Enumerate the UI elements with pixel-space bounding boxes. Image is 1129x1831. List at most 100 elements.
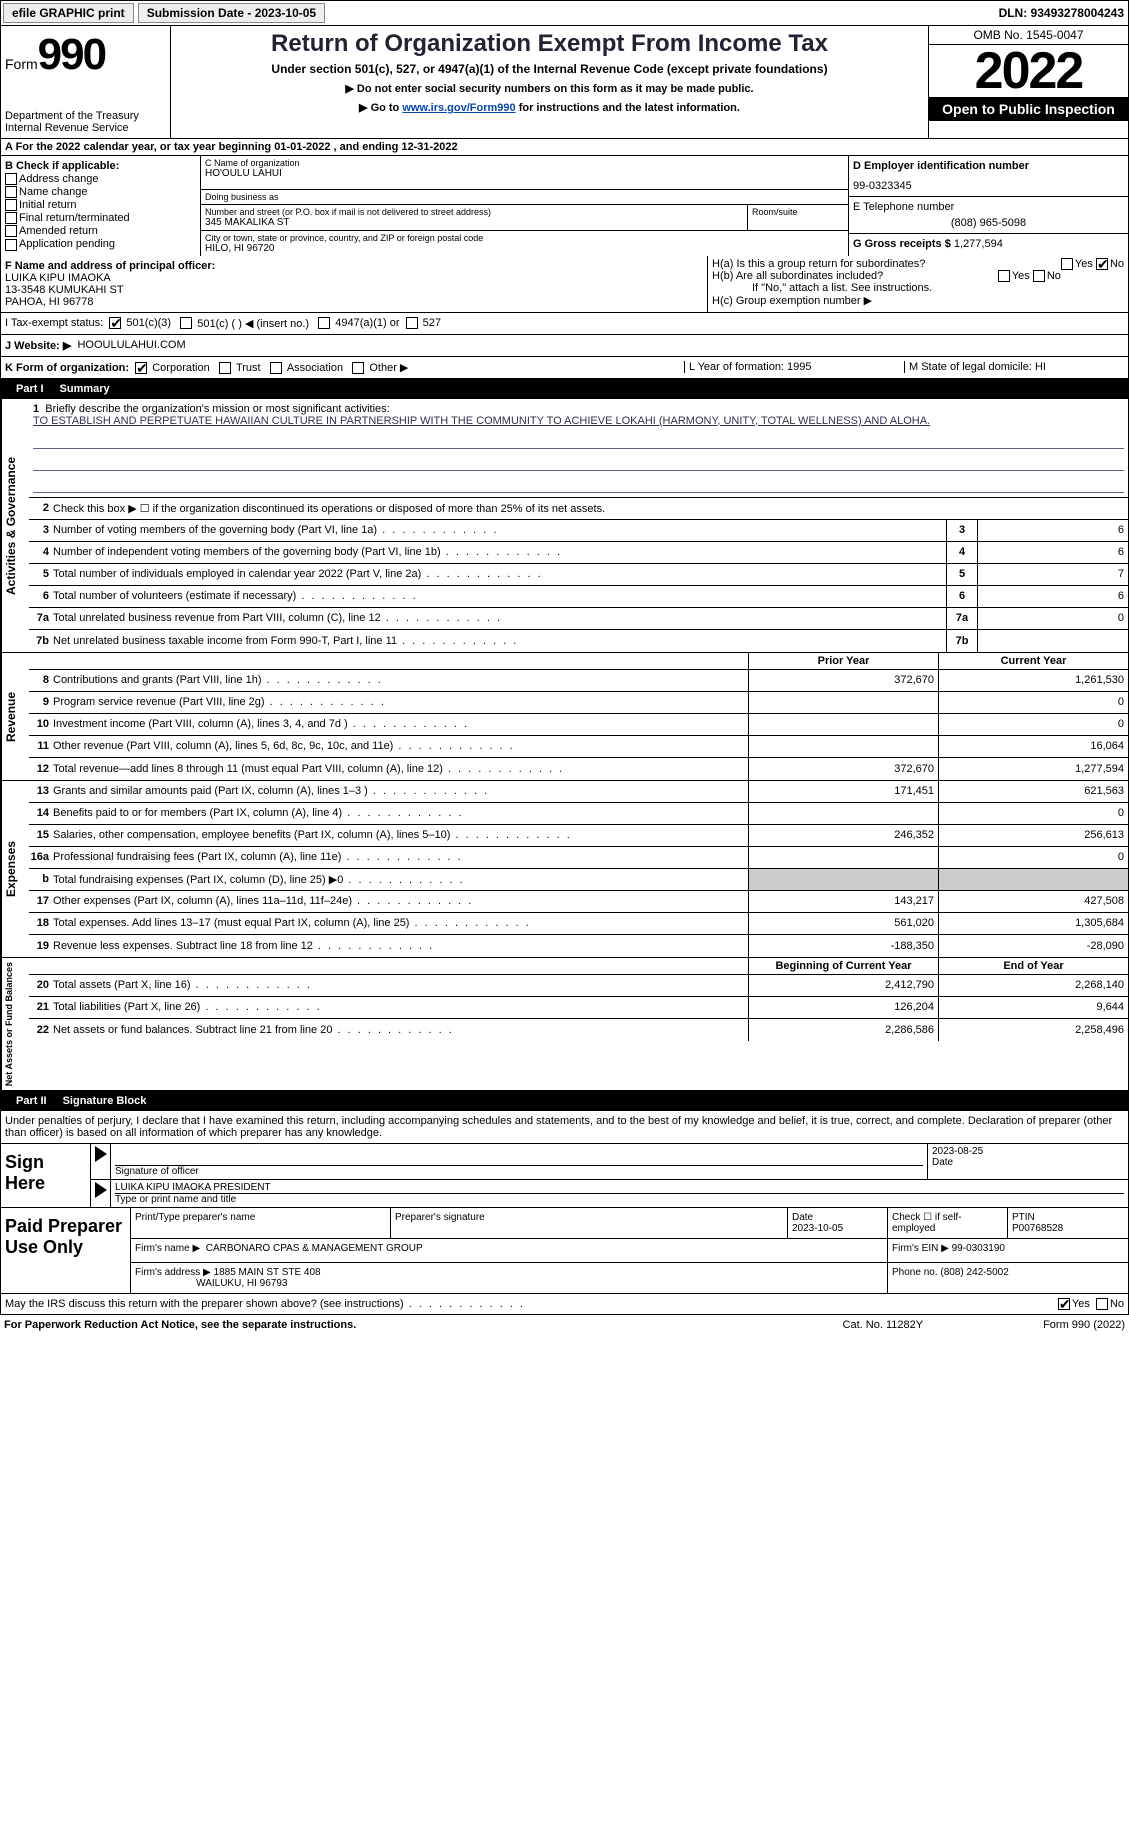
subtitle3: ▶ Go to www.irs.gov/Form990 for instruct…: [179, 101, 920, 114]
row-fgh: F Name and address of principal officer:…: [0, 256, 1129, 313]
summary-row-15: 15Salaries, other compensation, employee…: [29, 825, 1128, 847]
website: HOOULULAHUI.COM: [77, 339, 185, 351]
arrow-icon: [95, 1146, 107, 1162]
dln: DLN: 93493278004243: [999, 6, 1128, 20]
officer-print-name: LUIKA KIPU IMAOKA PRESIDENT: [115, 1182, 1124, 1194]
arrow-icon: [95, 1182, 107, 1198]
chk-app-pending[interactable]: Application pending: [5, 238, 196, 250]
gross-receipts: 1,277,594: [954, 238, 1003, 250]
phone-label: E Telephone number: [853, 201, 1124, 213]
summary-row-3: 3Number of voting members of the governi…: [29, 520, 1128, 542]
mission-text: TO ESTABLISH AND PERPETUATE HAWAIIAN CUL…: [33, 415, 1124, 427]
summary-row-7b: 7bNet unrelated business taxable income …: [29, 630, 1128, 652]
phone: (808) 965-5098: [853, 217, 1124, 229]
firm-name: CARBONARO CPAS & MANAGEMENT GROUP: [206, 1243, 423, 1254]
summary-row-20: 20Total assets (Part X, line 16)2,412,79…: [29, 975, 1128, 997]
vlabel-netassets: Net Assets or Fund Balances: [1, 958, 29, 1090]
part1-header: Part ISummary: [0, 379, 1129, 399]
ptin: P00768528: [1012, 1223, 1063, 1234]
street-label: Number and street (or P.O. box if mail i…: [205, 207, 743, 217]
efile-print-button[interactable]: efile GRAPHIC print: [3, 3, 134, 23]
firm-addr: 1885 MAIN ST STE 408: [214, 1267, 321, 1278]
chk-corp[interactable]: [135, 362, 147, 374]
summary-row-22: 22Net assets or fund balances. Subtract …: [29, 1019, 1128, 1041]
officer-addr1: 13-3548 KUMUKAHI ST: [5, 284, 124, 296]
officer-name: LUIKA KIPU IMAOKA: [5, 272, 111, 284]
vlabel-activities: Activities & Governance: [1, 399, 29, 652]
department: Department of the Treasury Internal Reve…: [5, 110, 166, 134]
perjury-text: Under penalties of perjury, I declare th…: [0, 1111, 1129, 1144]
chk-final-return[interactable]: Final return/terminated: [5, 212, 196, 224]
summary-row-b: bTotal fundraising expenses (Part IX, co…: [29, 869, 1128, 891]
vlabel-revenue: Revenue: [1, 653, 29, 780]
ein-label: D Employer identification number: [853, 160, 1124, 172]
summary-row-16a: 16aProfessional fundraising fees (Part I…: [29, 847, 1128, 869]
city: HILO, HI 96720: [205, 243, 844, 254]
form-header: Form990 Department of the Treasury Inter…: [0, 26, 1129, 139]
firm-ein: 99-0303190: [952, 1243, 1005, 1254]
sig-date: 2023-08-25: [932, 1146, 1124, 1157]
year-formation: L Year of formation: 1995: [684, 361, 904, 373]
chk-amended[interactable]: Amended return: [5, 225, 196, 237]
row-a: A For the 2022 calendar year, or tax yea…: [0, 139, 1129, 156]
state-domicile: M State of legal domicile: HI: [904, 361, 1124, 373]
chk-trust[interactable]: [219, 362, 231, 374]
chk-address-change[interactable]: Address change: [5, 173, 196, 185]
summary-row-19: 19Revenue less expenses. Subtract line 1…: [29, 935, 1128, 957]
col-b: B Check if applicable: Address change Na…: [1, 156, 201, 256]
paid-preparer-block: Paid Preparer Use Only Print/Type prepar…: [0, 1208, 1129, 1294]
discuss-yes[interactable]: [1058, 1298, 1070, 1310]
org-name: HO'OULU LAHUI: [205, 168, 844, 179]
submission-date-button[interactable]: Submission Date - 2023-10-05: [138, 3, 325, 23]
row-j: J Website: ▶ HOOULULAHUI.COM: [0, 335, 1129, 357]
firm-phone: (808) 242-5002: [940, 1267, 1008, 1278]
gross-label: G Gross receipts $: [853, 238, 951, 250]
chk-4947[interactable]: [318, 317, 330, 329]
chk-other[interactable]: [352, 362, 364, 374]
tax-year: 2022: [929, 45, 1128, 97]
city-label: City or town, state or province, country…: [205, 233, 844, 243]
chk-527[interactable]: [406, 317, 418, 329]
chk-501c[interactable]: [180, 317, 192, 329]
subtitle2: ▶ Do not enter social security numbers o…: [179, 82, 920, 95]
summary-row-12: 12Total revenue—add lines 8 through 11 (…: [29, 758, 1128, 780]
block-bc: B Check if applicable: Address change Na…: [0, 156, 1129, 256]
chk-501c3[interactable]: [109, 317, 121, 329]
sign-here-block: Sign Here Signature of officer 2023-08-2…: [0, 1144, 1129, 1208]
room-label: Room/suite: [752, 207, 844, 217]
officer-addr2: PAHOA, HI 96778: [5, 296, 93, 308]
summary-row-11: 11Other revenue (Part VIII, column (A), …: [29, 736, 1128, 758]
discuss-row: May the IRS discuss this return with the…: [0, 1294, 1129, 1315]
form-title: Return of Organization Exempt From Incom…: [179, 30, 920, 58]
open-inspection: Open to Public Inspection: [929, 97, 1128, 121]
topbar: efile GRAPHIC print Submission Date - 20…: [0, 0, 1129, 26]
summary-row-9: 9Program service revenue (Part VIII, lin…: [29, 692, 1128, 714]
discuss-no[interactable]: [1096, 1298, 1108, 1310]
summary-row-14: 14Benefits paid to or for members (Part …: [29, 803, 1128, 825]
row-k: K Form of organization: Corporation Trus…: [0, 357, 1129, 379]
vlabel-expenses: Expenses: [1, 781, 29, 957]
org-name-label: C Name of organization: [205, 158, 844, 168]
summary-row-18: 18Total expenses. Add lines 13–17 (must …: [29, 913, 1128, 935]
summary-row-10: 10Investment income (Part VIII, column (…: [29, 714, 1128, 736]
part2-header: Part IISignature Block: [0, 1091, 1129, 1111]
summary-row-6: 6Total number of volunteers (estimate if…: [29, 586, 1128, 608]
irs-link[interactable]: www.irs.gov/Form990: [402, 102, 515, 114]
summary-row-17: 17Other expenses (Part IX, column (A), l…: [29, 891, 1128, 913]
summary-row-21: 21Total liabilities (Part X, line 26)126…: [29, 997, 1128, 1019]
summary-row-13: 13Grants and similar amounts paid (Part …: [29, 781, 1128, 803]
chk-name-change[interactable]: Name change: [5, 186, 196, 198]
chk-initial-return[interactable]: Initial return: [5, 199, 196, 211]
summary-row-8: 8Contributions and grants (Part VIII, li…: [29, 670, 1128, 692]
row-i: I Tax-exempt status: 501(c)(3) 501(c) ( …: [0, 313, 1129, 335]
dba-label: Doing business as: [205, 192, 844, 202]
chk-assoc[interactable]: [270, 362, 282, 374]
subtitle1: Under section 501(c), 527, or 4947(a)(1)…: [179, 62, 920, 76]
footer: For Paperwork Reduction Act Notice, see …: [0, 1315, 1129, 1335]
street: 345 MAKALIKA ST: [205, 217, 743, 228]
summary-row-4: 4Number of independent voting members of…: [29, 542, 1128, 564]
summary-row-5: 5Total number of individuals employed in…: [29, 564, 1128, 586]
form-number: Form990: [5, 30, 166, 80]
ein: 99-0323345: [853, 180, 1124, 192]
summary-row-7a: 7aTotal unrelated business revenue from …: [29, 608, 1128, 630]
